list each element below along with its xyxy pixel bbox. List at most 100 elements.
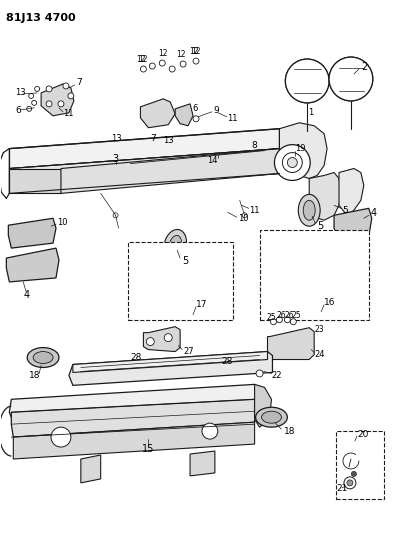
Text: 9: 9 — [213, 106, 219, 115]
Polygon shape — [143, 327, 180, 352]
Ellipse shape — [164, 230, 187, 261]
Circle shape — [169, 66, 175, 72]
Text: 8: 8 — [251, 141, 257, 150]
Circle shape — [347, 480, 353, 486]
Text: 13: 13 — [15, 88, 26, 98]
Ellipse shape — [27, 348, 59, 367]
Text: 25: 25 — [267, 313, 276, 322]
Circle shape — [147, 337, 154, 345]
Circle shape — [242, 213, 247, 218]
Circle shape — [193, 116, 199, 122]
Bar — [336, 431, 384, 499]
Text: 25: 25 — [291, 311, 301, 320]
Polygon shape — [10, 168, 61, 193]
Ellipse shape — [303, 200, 315, 220]
Text: 23: 23 — [314, 325, 324, 334]
Polygon shape — [61, 149, 280, 193]
Ellipse shape — [169, 236, 181, 255]
Text: 5: 5 — [317, 221, 324, 231]
Polygon shape — [175, 104, 193, 126]
Text: 1: 1 — [308, 108, 314, 117]
Polygon shape — [10, 149, 280, 193]
Polygon shape — [309, 173, 341, 220]
Circle shape — [282, 152, 302, 173]
Ellipse shape — [261, 411, 282, 423]
Text: 4: 4 — [23, 290, 29, 300]
Text: 7: 7 — [76, 78, 82, 87]
Polygon shape — [8, 218, 56, 248]
Ellipse shape — [255, 407, 287, 427]
Circle shape — [344, 477, 356, 489]
Circle shape — [276, 317, 282, 322]
Text: 7: 7 — [150, 134, 156, 143]
Text: 5: 5 — [342, 206, 348, 215]
Text: 16: 16 — [324, 298, 335, 308]
Circle shape — [290, 319, 296, 325]
Ellipse shape — [33, 352, 53, 364]
Text: 6: 6 — [15, 106, 21, 115]
Circle shape — [256, 370, 263, 377]
Circle shape — [159, 60, 165, 66]
Text: 81J13 4700: 81J13 4700 — [6, 13, 76, 23]
Text: 11: 11 — [249, 206, 259, 215]
Circle shape — [27, 107, 32, 111]
Circle shape — [164, 334, 172, 342]
Text: 2: 2 — [361, 62, 367, 72]
Text: 24: 24 — [314, 350, 325, 359]
Polygon shape — [69, 352, 272, 385]
Ellipse shape — [335, 65, 367, 93]
Polygon shape — [11, 399, 255, 437]
Polygon shape — [141, 99, 175, 128]
Text: 12: 12 — [176, 50, 186, 59]
Text: 17: 17 — [196, 300, 208, 309]
Circle shape — [149, 63, 155, 69]
Polygon shape — [41, 84, 74, 116]
Text: 12: 12 — [139, 54, 148, 63]
Circle shape — [141, 66, 147, 72]
Polygon shape — [10, 384, 261, 422]
Text: 12: 12 — [189, 46, 199, 55]
Circle shape — [329, 57, 373, 101]
Text: 11: 11 — [63, 109, 73, 118]
Polygon shape — [339, 168, 364, 215]
Circle shape — [286, 59, 329, 103]
Circle shape — [287, 158, 297, 167]
Text: 27: 27 — [183, 347, 194, 356]
Circle shape — [270, 319, 276, 325]
Circle shape — [46, 86, 52, 92]
Polygon shape — [10, 129, 280, 168]
Text: 11: 11 — [227, 114, 237, 123]
Text: 14: 14 — [207, 156, 217, 165]
Circle shape — [58, 101, 64, 107]
Polygon shape — [81, 455, 101, 483]
Polygon shape — [73, 352, 268, 373]
Bar — [128, 242, 233, 320]
Polygon shape — [13, 422, 255, 459]
Ellipse shape — [291, 67, 323, 95]
Circle shape — [51, 427, 71, 447]
Text: 15: 15 — [142, 444, 154, 454]
Text: 21: 21 — [336, 484, 347, 494]
Text: 22: 22 — [272, 371, 282, 380]
Text: 18: 18 — [29, 371, 41, 380]
Text: 12: 12 — [191, 46, 201, 55]
Circle shape — [46, 101, 52, 107]
Polygon shape — [255, 384, 272, 427]
Polygon shape — [334, 208, 372, 240]
Polygon shape — [268, 328, 314, 360]
Polygon shape — [6, 248, 59, 282]
Circle shape — [284, 317, 290, 322]
Circle shape — [202, 423, 218, 439]
Circle shape — [29, 93, 34, 99]
Text: 20: 20 — [357, 430, 368, 439]
Text: 18: 18 — [284, 426, 296, 435]
Circle shape — [35, 86, 40, 92]
Circle shape — [180, 61, 186, 67]
Circle shape — [32, 100, 37, 106]
Text: 4: 4 — [371, 208, 377, 219]
Text: 13: 13 — [163, 136, 174, 145]
Circle shape — [329, 57, 373, 101]
Text: 28: 28 — [130, 353, 142, 362]
Text: 28: 28 — [222, 357, 233, 366]
Circle shape — [193, 58, 199, 64]
